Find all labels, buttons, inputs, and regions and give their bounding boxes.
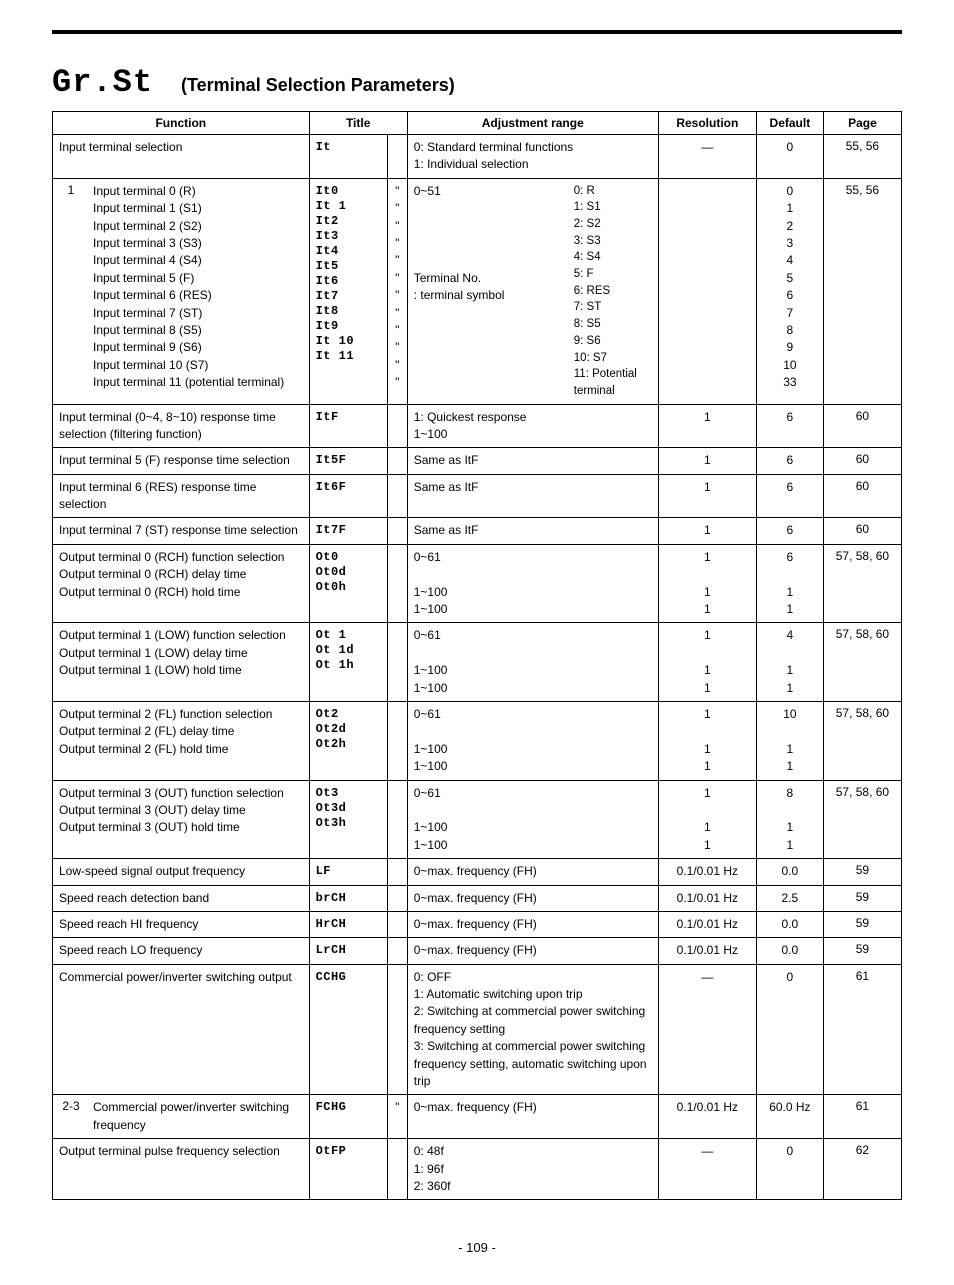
- table-row: Input terminal (0~4, 8~10) response time…: [53, 404, 902, 448]
- col-page: Page: [823, 112, 901, 135]
- table-row: 1Input terminal 0 (R)Input terminal 1 (S…: [53, 178, 902, 404]
- col-adjustment: Adjustment range: [407, 112, 658, 135]
- table-row: Commercial power/inverter switching outp…: [53, 964, 902, 1095]
- table-row: Input terminal 7 (ST) response time sele…: [53, 518, 902, 544]
- table-row: Speed reach LO frequencyLrCH0~max. frequ…: [53, 938, 902, 964]
- table-row: Low-speed signal output frequencyLF0~max…: [53, 859, 902, 885]
- table-row: Output terminal 3 (OUT) function selecti…: [53, 780, 902, 859]
- col-title: Title: [309, 112, 407, 135]
- table-row: Speed reach HI frequencyHrCH0~max. frequ…: [53, 911, 902, 937]
- page-number: - 109 -: [52, 1240, 902, 1255]
- table-row: Input terminal 6 (RES) response time sel…: [53, 474, 902, 518]
- table-row: Speed reach detection bandbrCH0~max. fre…: [53, 885, 902, 911]
- table-row: 2-3Commercial power/inverter switching f…: [53, 1095, 902, 1139]
- table-row: Output terminal 2 (FL) function selectio…: [53, 701, 902, 780]
- table-row: Input terminal 5 (F) response time selec…: [53, 448, 902, 474]
- col-function: Function: [53, 112, 310, 135]
- parameters-table: Function Title Adjustment range Resoluti…: [52, 111, 902, 1200]
- table-row: Input terminal selectionIt0: Standard te…: [53, 135, 902, 179]
- table-row: Output terminal 0 (RCH) function selecti…: [53, 544, 902, 623]
- table-row: Output terminal 1 (LOW) function selecti…: [53, 623, 902, 702]
- table-row: Output terminal pulse frequency selectio…: [53, 1139, 902, 1200]
- col-default: Default: [756, 112, 823, 135]
- group-code: Gr.St: [52, 64, 153, 101]
- col-resolution: Resolution: [658, 112, 756, 135]
- group-title: (Terminal Selection Parameters): [181, 75, 455, 96]
